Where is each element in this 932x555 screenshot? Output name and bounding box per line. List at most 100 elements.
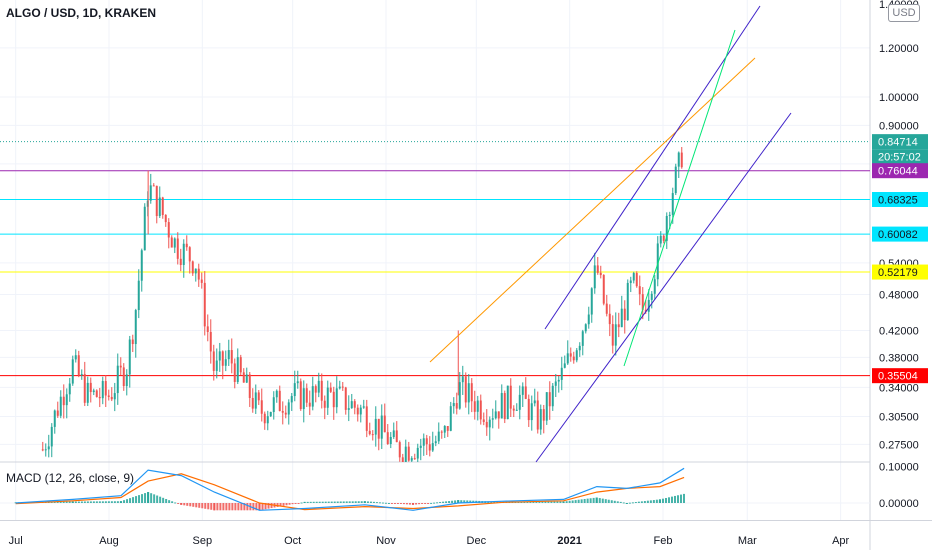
macd-histogram-bar [71,501,74,503]
candle-body [464,376,467,403]
candle-body [389,436,392,445]
candle-body [527,398,530,421]
macd-signal-line [15,473,685,511]
candle [65,388,68,419]
macd-histogram-bar [454,500,457,503]
candle-body [56,410,59,416]
macd-histogram-bar [571,500,574,503]
macd-histogram-bar [74,501,77,503]
candle [647,289,650,321]
time-tick-label: Feb [654,535,673,547]
candle [59,390,62,419]
candle-body [473,401,476,412]
macd-histogram-bar [225,503,228,511]
candle [86,376,89,407]
candle-body [272,397,275,413]
macd-histogram-bar [351,501,354,503]
candle [170,235,173,248]
time-tick-label: Sep [193,535,213,547]
candle-body [374,418,377,435]
price-label-horizontal-line: 0.68325 [872,192,928,208]
candle-body [44,449,47,451]
candle [581,329,584,356]
macd-histogram-bar [291,503,294,505]
macd-histogram-bar [405,503,408,505]
macd-histogram-bar [89,501,92,503]
macd-histogram-bar [123,500,126,503]
candle-body [167,222,170,238]
candle-body [512,408,515,411]
macd-histogram-bar [372,501,375,503]
candle-body [149,185,152,201]
candle [368,422,371,436]
candle-body [326,387,329,408]
candle-body [428,444,431,451]
macd-histogram-bar [598,498,601,503]
candle-body [230,350,233,364]
price-label-text: 0.35504 [878,371,918,383]
candle [632,271,635,284]
candle-body [248,374,251,398]
candle [506,385,509,420]
candle-body [290,396,293,403]
candle [356,404,359,422]
candle-body [455,403,458,409]
candle [389,432,392,449]
candle-body [554,381,557,386]
macd-histogram-bar [336,501,339,503]
currency-badge[interactable]: USD [888,4,920,22]
candle [44,443,47,457]
macd-histogram-bar [183,503,186,506]
candle-body [623,308,626,321]
candle [290,392,293,411]
macd-line [15,467,685,511]
candle-body [275,390,278,398]
macd-histogram-bar [116,501,119,503]
price-label-bg [872,163,928,179]
candle-body [677,152,680,167]
candle [41,441,44,452]
macd-histogram-bar [607,499,610,503]
candle [236,348,239,385]
candle-body [446,425,449,431]
candle-body [629,280,632,283]
macd-histogram-bar [237,503,240,511]
macd-histogram-bar [469,500,472,503]
candle [533,388,536,407]
macd-histogram-bar [195,503,198,508]
candle [152,183,155,187]
candle [230,338,233,374]
candle-body [599,272,602,276]
candle-body [362,406,365,408]
price-tick-label: 0.34000 [879,382,919,394]
macd-histogram-bar [171,501,174,503]
macd-histogram-bar [62,501,65,503]
candle [584,323,587,334]
candle-body [635,273,638,287]
candle-body [299,381,302,410]
macd-histogram-bar [306,501,309,503]
macd-histogram-bar [577,499,580,503]
candle-body [365,406,368,431]
candle-body [476,400,479,412]
candle [122,363,125,391]
candle [620,295,623,328]
candle [641,287,644,320]
price-label-text: 0.52179 [878,267,918,279]
macd-histogram-bar [282,503,285,506]
macd-histogram-bar [589,498,592,503]
candle-body [263,413,266,424]
macd-histogram-bar [493,501,496,503]
macd-histogram-bar [553,501,556,503]
macd-histogram-bar [369,501,372,503]
candle-body [545,392,548,421]
candle [407,441,410,462]
macd-histogram-bar [463,500,466,503]
candle [497,411,500,429]
candle-body [350,401,353,409]
candle-body [71,359,74,384]
candle [560,356,563,391]
macd-histogram-bar [399,503,402,504]
candle [593,252,596,294]
